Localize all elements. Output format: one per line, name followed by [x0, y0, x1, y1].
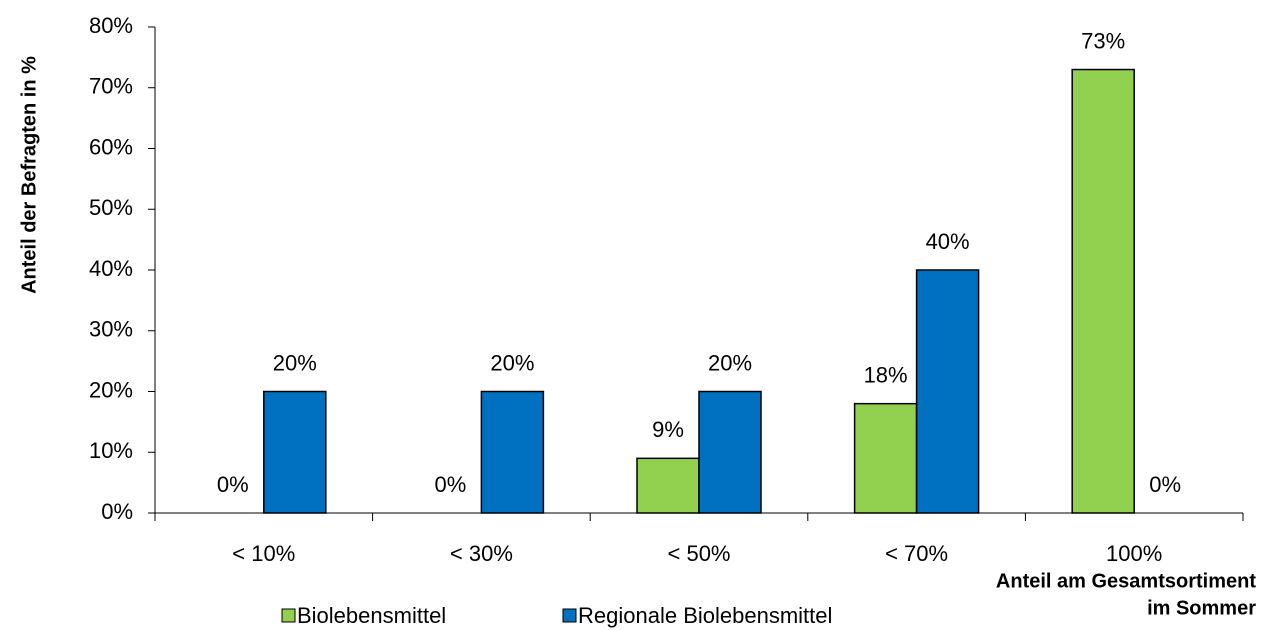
y-tick-label: 80% — [89, 13, 133, 38]
value-label: 40% — [926, 229, 970, 254]
y-tick-label: 60% — [89, 134, 133, 159]
x-tick-label: < 70% — [885, 541, 948, 566]
value-label: 0% — [1149, 472, 1181, 497]
value-label: 0% — [217, 472, 249, 497]
legend-swatch — [562, 608, 577, 623]
legend-label: Biolebensmittel — [297, 603, 446, 628]
legend-label: Regionale Biolebensmittel — [578, 603, 832, 628]
x-tick-label: < 50% — [668, 541, 731, 566]
x-tick-label: 100% — [1106, 541, 1162, 566]
bar — [853, 402, 918, 514]
y-tick-label: 20% — [89, 377, 133, 402]
legend-swatch — [281, 608, 296, 623]
bar — [636, 457, 700, 514]
bar — [1071, 68, 1135, 514]
bar — [263, 390, 327, 514]
value-label: 20% — [273, 350, 317, 375]
value-label: 20% — [708, 350, 752, 375]
bar — [915, 269, 980, 514]
y-tick-label: 40% — [89, 256, 133, 281]
value-label: 0% — [435, 472, 467, 497]
y-tick-label: 10% — [89, 438, 133, 463]
y-tick-label: 30% — [89, 317, 133, 342]
y-axis-title: Anteil der Befragten in % — [18, 56, 40, 294]
y-tick-label: 0% — [101, 499, 133, 524]
x-axis-title: im Sommer — [1147, 597, 1256, 619]
x-tick-label: < 30% — [450, 541, 513, 566]
x-axis-title: Anteil am Gesamtsortiment — [996, 570, 1256, 592]
value-label: 9% — [652, 417, 684, 442]
value-label: 73% — [1081, 28, 1125, 53]
x-tick-label: < 10% — [232, 541, 295, 566]
bar — [698, 390, 762, 514]
value-label: 18% — [864, 362, 908, 387]
value-label: 20% — [490, 350, 534, 375]
y-tick-label: 50% — [89, 195, 133, 220]
bar — [480, 390, 545, 514]
y-tick-label: 70% — [89, 74, 133, 99]
